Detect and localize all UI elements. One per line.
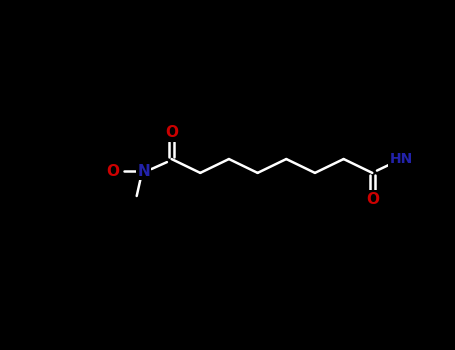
Text: O: O — [165, 125, 178, 140]
Text: O: O — [106, 164, 119, 179]
Text: N: N — [137, 164, 150, 179]
Text: HN: HN — [389, 152, 413, 166]
Text: O: O — [366, 191, 379, 206]
